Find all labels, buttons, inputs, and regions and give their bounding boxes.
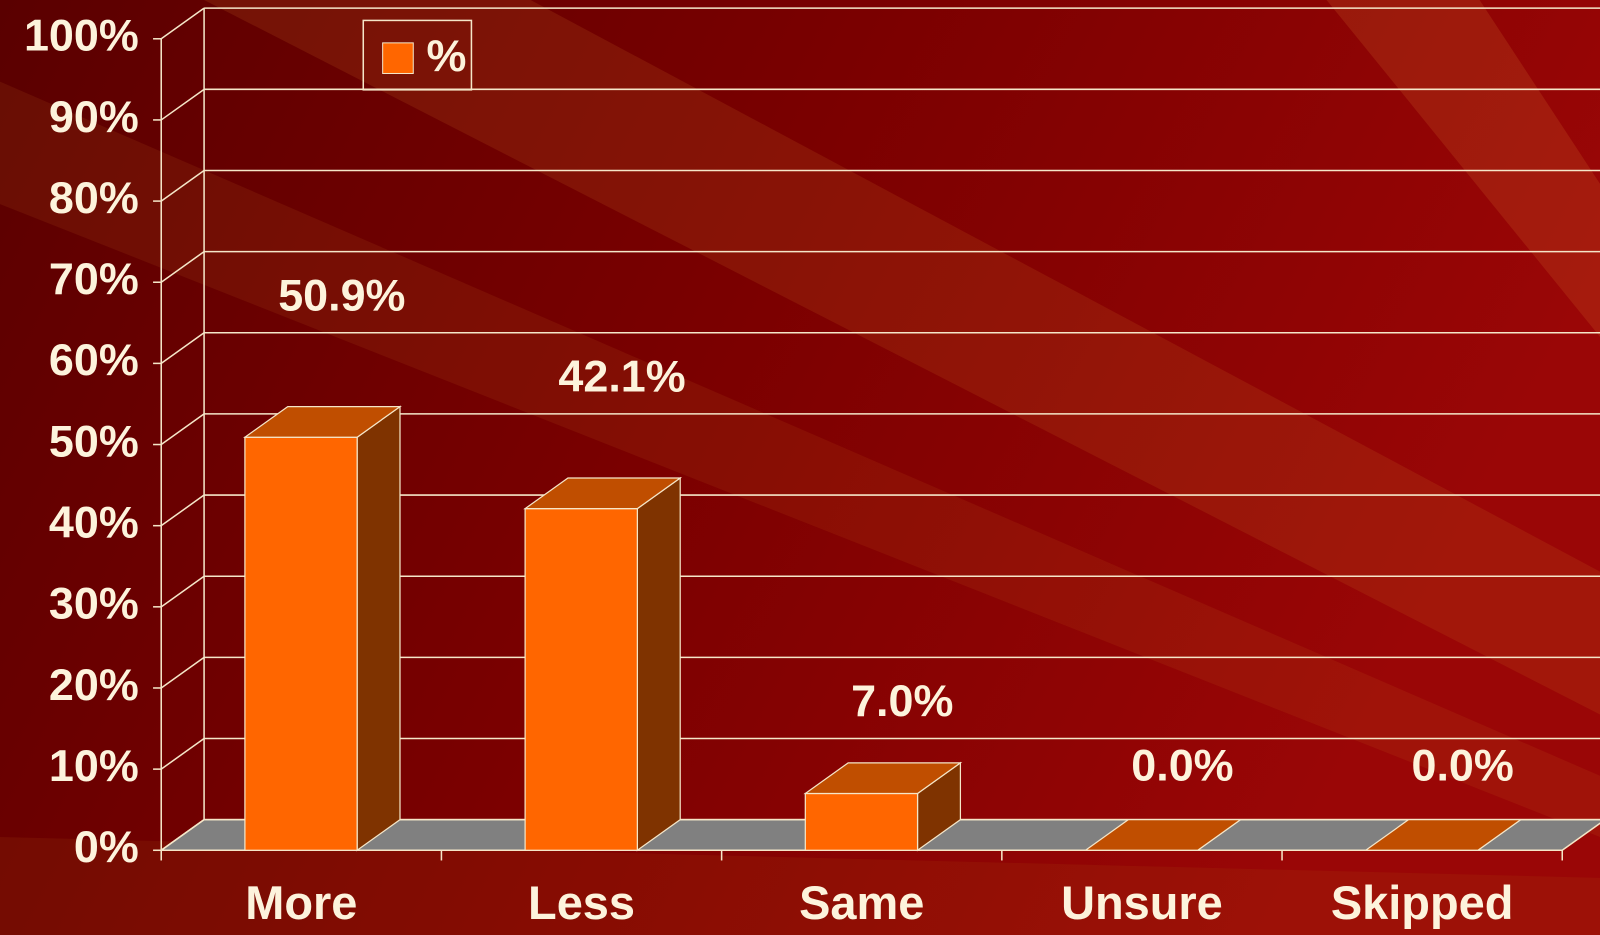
grid-line <box>160 250 205 283</box>
grid-line <box>160 656 205 689</box>
grid-line <box>160 494 205 527</box>
light-streak <box>0 81 1600 838</box>
light-streak <box>1326 0 1600 337</box>
bar-side <box>636 476 681 852</box>
data-label: 42.1% <box>558 351 685 402</box>
grid-line <box>160 737 205 770</box>
data-label: 7.0% <box>851 675 953 726</box>
bar-side <box>356 405 401 852</box>
y-tick-label: 20% <box>49 659 139 710</box>
grid-line <box>160 332 205 365</box>
light-streak <box>0 837 1600 935</box>
legend-box <box>362 19 473 91</box>
bar-top <box>523 477 683 510</box>
bar-top <box>1363 819 1523 851</box>
x-tick-label: Same <box>799 877 924 929</box>
bar-top <box>803 762 963 795</box>
y-tick-label: 30% <box>49 578 139 629</box>
y-tick-label: 10% <box>49 740 139 791</box>
x-tick-label: Unsure <box>1061 877 1223 929</box>
grid-line <box>160 413 205 446</box>
data-label: 0.0% <box>1411 739 1513 790</box>
bar <box>804 792 919 851</box>
y-tick-label: 50% <box>49 415 139 466</box>
data-label: 50.9% <box>278 269 405 320</box>
x-tick-label: Less <box>528 877 635 929</box>
y-tick-label: 40% <box>49 497 139 548</box>
legend-swatch <box>382 42 414 75</box>
y-tick-label: 60% <box>49 334 139 385</box>
data-label: 0.0% <box>1131 739 1233 790</box>
y-tick-label: 70% <box>49 253 139 304</box>
y-tick-label: 0% <box>74 821 139 872</box>
grid-line <box>160 169 205 202</box>
bar-top <box>1083 819 1243 851</box>
x-tick-label: Skipped <box>1331 877 1514 929</box>
legend-label: % <box>427 30 467 81</box>
y-tick-label: 80% <box>49 172 139 223</box>
bar <box>244 436 358 851</box>
y-tick-label: 100% <box>24 10 139 61</box>
y-tick-label: 90% <box>49 91 139 142</box>
grid-line <box>160 88 205 121</box>
bar-top <box>242 405 402 438</box>
grid-line <box>160 7 205 40</box>
plot-area: 0% 10% 20% 30% 40% 50% 60% 70% 80% 90% 100% 50.9% 42… <box>24 7 1600 929</box>
bar <box>524 508 638 851</box>
grid-line <box>160 575 205 608</box>
grid-line <box>160 819 205 851</box>
x-tick-label: More <box>245 877 357 929</box>
